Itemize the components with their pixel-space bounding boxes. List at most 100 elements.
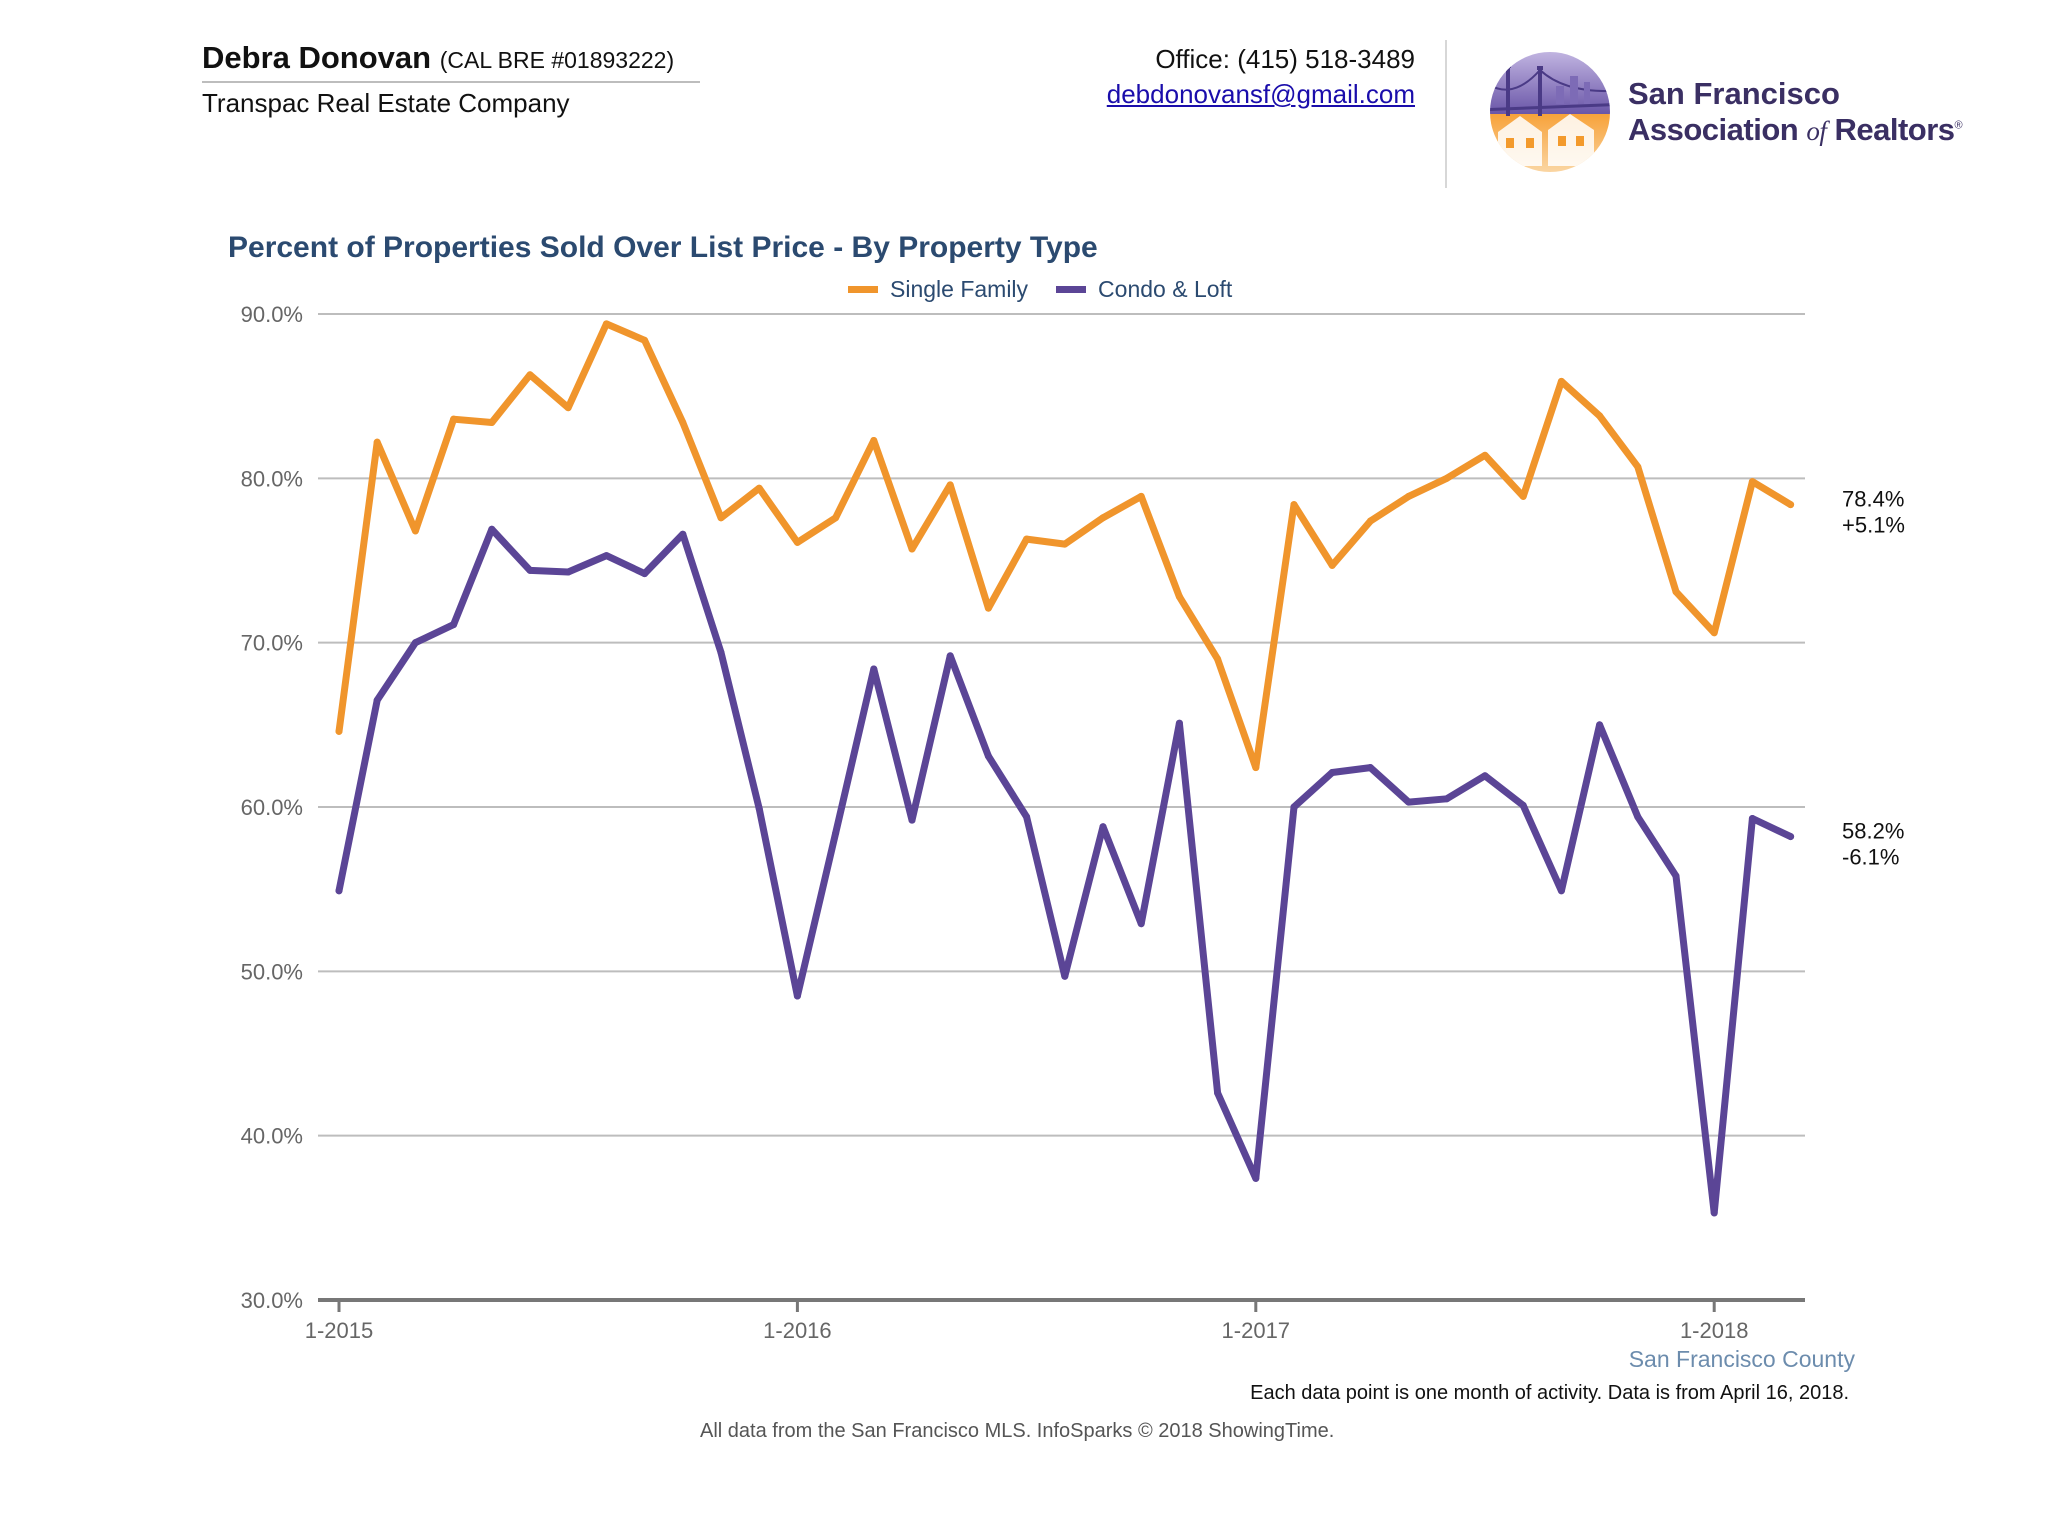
y-tick-label: 50.0% (241, 959, 303, 984)
data-point (602, 552, 610, 560)
data-point (793, 538, 801, 546)
data-point (1099, 514, 1107, 522)
data-point (564, 568, 572, 576)
org-name-line2: Association of Realtors® (1628, 112, 1963, 147)
data-point (1175, 593, 1183, 601)
source-footer: All data from the San Francisco MLS. Inf… (700, 1420, 1335, 1442)
data-point (1405, 492, 1413, 500)
data-point (1557, 377, 1565, 385)
data-point (1061, 540, 1069, 548)
data-point (1175, 719, 1183, 727)
data-point (1137, 920, 1145, 928)
data-point (1443, 795, 1451, 803)
end-value-label: 78.4% (1842, 487, 1904, 512)
data-point (946, 652, 954, 660)
data-point (1787, 501, 1795, 509)
x-tick-label: 1-2015 (305, 1318, 374, 1343)
y-tick-label: 80.0% (241, 466, 303, 491)
y-tick-label: 40.0% (241, 1124, 303, 1149)
header-vertical-divider (1445, 40, 1447, 188)
legend-label-single-family: Single Family (890, 276, 1029, 302)
data-point (793, 992, 801, 1000)
data-point (450, 415, 458, 423)
data-point (679, 530, 687, 538)
legend-swatch-condo-loft (1056, 286, 1087, 293)
data-point (870, 665, 878, 673)
data-point (1252, 764, 1260, 772)
data-point (1710, 1209, 1718, 1217)
data-point (1443, 474, 1451, 482)
chart-title: Percent of Properties Sold Over List Pri… (228, 231, 1098, 264)
data-point (1214, 1089, 1222, 1097)
end-change-label: -6.1% (1842, 845, 1899, 870)
data-point (1214, 655, 1222, 663)
header-divider (202, 81, 700, 83)
data-point (1634, 463, 1642, 471)
data-point (602, 320, 610, 328)
data-point (832, 514, 840, 522)
data-point (1672, 588, 1680, 596)
legend-label-condo-loft: Condo & Loft (1098, 276, 1233, 302)
agent-name: Debra Donovan (CAL BRE #01893222) (202, 40, 675, 75)
y-tick-label: 60.0% (241, 795, 303, 820)
data-point (411, 527, 419, 535)
data-point (908, 816, 916, 824)
data-point (755, 805, 763, 813)
data-point (564, 404, 572, 412)
data-point (1481, 451, 1489, 459)
data-point (1787, 833, 1795, 841)
company-name: Transpac Real Estate Company (202, 88, 570, 118)
data-point (1596, 412, 1604, 420)
data-point (755, 484, 763, 492)
data-point (1252, 1174, 1260, 1182)
data-point (335, 887, 343, 895)
data-point (373, 696, 381, 704)
data-point (1405, 798, 1413, 806)
data-point (946, 481, 954, 489)
data-point (1290, 501, 1298, 509)
data-point (1366, 517, 1374, 525)
data-point (1481, 772, 1489, 780)
region-label: San Francisco County (1628, 1346, 1855, 1372)
data-point (717, 514, 725, 522)
data-point (1328, 561, 1336, 569)
end-value-label: 58.2% (1842, 819, 1904, 844)
data-note: Each data point is one month of activity… (1250, 1382, 1849, 1404)
data-point (1634, 813, 1642, 821)
data-point (1519, 492, 1527, 500)
x-tick-label: 1-2016 (763, 1318, 832, 1343)
data-point (450, 621, 458, 629)
data-point (717, 649, 725, 657)
office-phone: Office: (415) 518-3489 (1155, 44, 1415, 74)
x-tick-label: 1-2018 (1680, 1318, 1749, 1343)
email-link[interactable]: debdonovansf@gmail.com (1106, 79, 1415, 109)
y-tick-label: 70.0% (241, 631, 303, 656)
series-line (335, 525, 1795, 1217)
data-point (335, 727, 343, 735)
data-point (526, 566, 534, 574)
data-point (1672, 872, 1680, 880)
data-point (1519, 801, 1527, 809)
data-point (526, 371, 534, 379)
data-point (488, 525, 496, 533)
y-tick-label: 30.0% (241, 1288, 303, 1313)
data-point (488, 418, 496, 426)
data-point (679, 418, 687, 426)
data-point (373, 438, 381, 446)
y-tick-label: 90.0% (241, 302, 303, 327)
data-point (1099, 823, 1107, 831)
org-name-line1: San Francisco (1628, 76, 1840, 111)
x-tick-label: 1-2017 (1222, 1318, 1291, 1343)
agent-license: (CAL BRE #01893222) (439, 47, 675, 73)
data-point (1557, 887, 1565, 895)
data-point (1023, 535, 1031, 543)
chart-legend: Single Family Condo & Loft (848, 276, 1260, 303)
legend-item-condo-loft: Condo & Loft (1056, 276, 1232, 303)
data-point (1748, 815, 1756, 823)
data-point (832, 829, 840, 837)
data-point (1366, 764, 1374, 772)
data-point (641, 336, 649, 344)
data-point (1023, 813, 1031, 821)
data-point (1137, 492, 1145, 500)
